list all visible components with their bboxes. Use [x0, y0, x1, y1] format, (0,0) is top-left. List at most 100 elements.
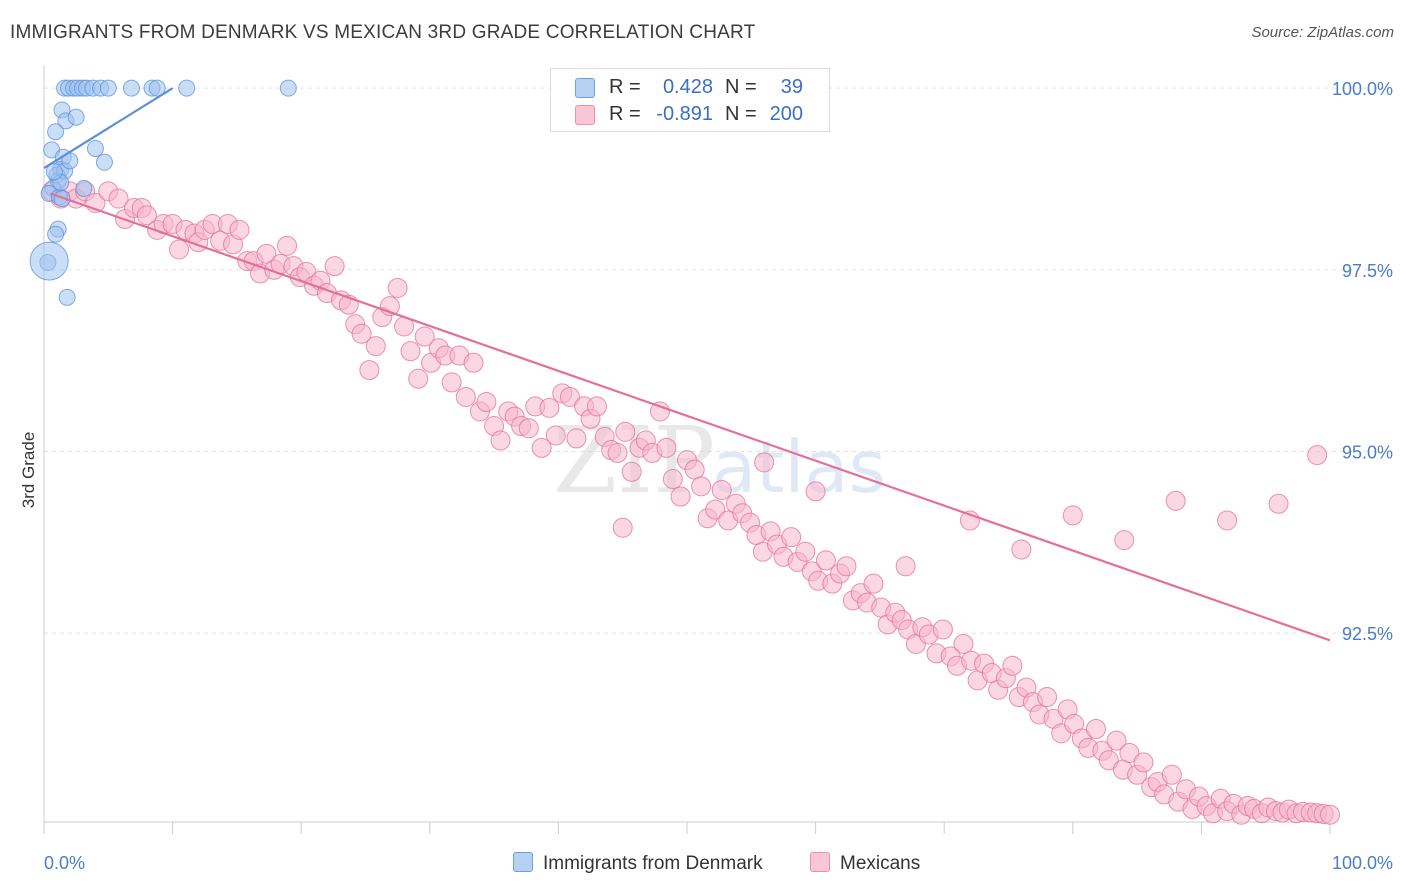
- legend-n-value: 39: [780, 76, 803, 98]
- point-mexicans: [781, 527, 802, 548]
- point-denmark: [95, 153, 113, 171]
- point-mexicans: [684, 459, 705, 480]
- bottom-legend-swatch-mexicans: [810, 852, 830, 872]
- bottom-legend-mexicans: Mexicans: [810, 852, 920, 875]
- legend-r-label: R =: [609, 76, 641, 98]
- x-tick-label: 0.0%: [44, 853, 85, 873]
- point-mexicans: [136, 205, 157, 226]
- point-mexicans: [1011, 539, 1032, 560]
- point-mexicans: [559, 386, 580, 407]
- y-tick-label: 95.0%: [1342, 442, 1393, 462]
- point-mexicans: [795, 541, 816, 562]
- point-mexicans: [863, 573, 884, 594]
- legend-r-value: -0.891: [656, 103, 713, 125]
- point-mexicans: [953, 633, 974, 654]
- point-mexicans: [566, 428, 587, 449]
- point-mexicans: [414, 326, 435, 347]
- x-tick-label: 100.0%: [1332, 853, 1393, 873]
- point-mexicans: [359, 360, 380, 381]
- point-mexicans: [1106, 730, 1127, 751]
- legend-r-label: R =: [609, 103, 641, 125]
- point-mexicans: [1098, 750, 1119, 771]
- point-mexicans: [256, 243, 277, 264]
- point-denmark: [47, 123, 65, 141]
- point-mexicans: [1062, 505, 1083, 526]
- point-mexicans: [229, 219, 250, 240]
- point-mexicans: [662, 469, 683, 490]
- point-mexicans: [539, 397, 560, 418]
- y-axis-label: 3rd Grade: [19, 432, 38, 509]
- grid-lines: [44, 87, 1390, 634]
- point-mexicans: [670, 486, 691, 507]
- point-mexicans: [1085, 718, 1106, 739]
- point-mexicans: [649, 401, 670, 422]
- point-mexicans: [607, 442, 628, 463]
- point-mexicans: [1119, 742, 1140, 763]
- point-mexicans: [705, 499, 726, 520]
- point-mexicans: [518, 418, 539, 439]
- point-denmark: [99, 79, 117, 97]
- watermark-atlas: atlas: [712, 425, 886, 509]
- point-denmark: [29, 241, 69, 281]
- point-mexicans: [691, 476, 712, 497]
- point-mexicans: [490, 430, 511, 451]
- point-mexicans: [476, 392, 497, 413]
- point-mexicans: [277, 235, 298, 256]
- point-mexicans: [108, 188, 129, 209]
- chart-title: IMMIGRANTS FROM DENMARK VS MEXICAN 3RD G…: [10, 22, 756, 43]
- point-mexicans: [455, 386, 476, 407]
- point-mexicans: [1217, 510, 1238, 531]
- point-mexicans: [621, 461, 642, 482]
- point-denmark: [47, 225, 65, 243]
- point-mexicans: [1114, 530, 1135, 551]
- trend-lines: [43, 87, 1331, 642]
- chart-source: Source: ZipAtlas.com: [1251, 24, 1394, 41]
- point-mexicans: [441, 372, 462, 393]
- point-mexicans: [351, 323, 372, 344]
- point-mexicans: [754, 452, 775, 473]
- y-tick-labels: 100.0% 97.5% 95.0% 92.5%: [1332, 79, 1393, 644]
- point-denmark: [58, 288, 76, 306]
- legend-n-value: 200: [769, 103, 803, 125]
- point-mexicans: [1037, 687, 1058, 708]
- legend-n-label: N =: [725, 76, 757, 98]
- point-mexicans: [615, 421, 636, 442]
- point-denmark: [67, 108, 85, 126]
- legend-n-label: N =: [725, 103, 757, 125]
- point-mexicans: [531, 437, 552, 458]
- point-denmark: [122, 79, 140, 97]
- point-mexicans: [463, 352, 484, 373]
- point-mexicans: [408, 368, 429, 389]
- bottom-legend-denmark: Immigrants from Denmark: [513, 852, 763, 875]
- y-tick-label: 97.5%: [1342, 261, 1393, 281]
- point-mexicans: [815, 550, 836, 571]
- point-mexicans: [1307, 445, 1328, 466]
- legend-swatch-denmark: [575, 78, 595, 98]
- bottom-legend-label-mexicans: Mexicans: [840, 853, 921, 874]
- point-mexicans: [545, 425, 566, 446]
- point-mexicans: [656, 437, 677, 458]
- point-mexicans: [324, 256, 345, 277]
- point-mexicans: [836, 556, 857, 577]
- point-mexicans: [612, 517, 633, 538]
- series-denmark-points: [29, 79, 297, 306]
- point-denmark: [148, 79, 166, 97]
- legend-r-value: 0.428: [662, 76, 713, 98]
- y-tick-label: 100.0%: [1332, 79, 1393, 99]
- point-mexicans: [932, 619, 953, 640]
- point-denmark: [279, 79, 297, 97]
- point-mexicans: [1002, 655, 1023, 676]
- trend-line-mexicans: [50, 192, 1331, 642]
- x-tick-labels: 0.0% 100.0%: [44, 853, 1393, 873]
- point-denmark: [45, 163, 63, 181]
- point-mexicans: [1268, 493, 1289, 514]
- legend-swatch-mexicans: [575, 105, 595, 125]
- point-mexicans: [1133, 752, 1154, 773]
- point-mexicans: [387, 277, 408, 298]
- bottom-legend-swatch-denmark: [513, 852, 533, 872]
- point-mexicans: [586, 396, 607, 417]
- bottom-legend-label-denmark: Immigrants from Denmark: [543, 853, 763, 874]
- y-tick-label: 92.5%: [1342, 624, 1393, 644]
- point-denmark: [178, 79, 196, 97]
